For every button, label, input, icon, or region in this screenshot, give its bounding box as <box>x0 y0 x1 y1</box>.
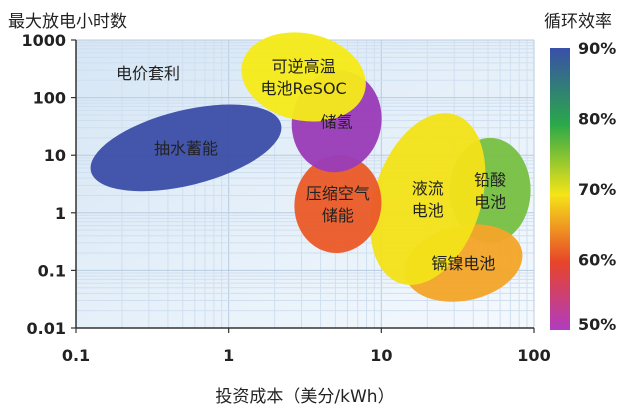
bubble-label-0: 抽水蓄能 <box>154 139 218 158</box>
y-axis-title: 最大放电小时数 <box>8 12 127 32</box>
bubble-label-3: 液流电池 <box>412 179 444 220</box>
bubble-label-6: 可逆高温电池ReSOC <box>261 57 347 98</box>
colorbar-ticks: 90% 80% 70% 60% 50% <box>578 39 616 334</box>
bubble-label-4: 压缩空气储能 <box>306 184 370 225</box>
y-tick-label: 10 <box>44 146 66 165</box>
bubble-6 <box>241 32 366 122</box>
y-tick-label: 1000 <box>21 31 66 50</box>
x-tick-label: 10 <box>370 346 392 365</box>
x-tick-label: 0.1 <box>62 346 90 365</box>
bubble-label-1: 铅酸电池 <box>474 170 506 211</box>
y-tick-label: 1 <box>55 204 66 223</box>
colorbar-title: 循环效率 <box>544 12 612 32</box>
y-tick-label: 0.1 <box>38 261 66 280</box>
colorbar-tick-label: 60% <box>578 251 616 270</box>
y-tick-label: 100 <box>33 89 66 108</box>
colorbar <box>550 48 570 330</box>
x-tick-label: 100 <box>517 346 550 365</box>
marks <box>90 32 531 302</box>
x-tick-label: 1 <box>223 346 234 365</box>
bubble-label-2: 镉镍电池 <box>431 254 495 273</box>
bubble-label-5: 储氢 <box>321 112 353 131</box>
y-tick-label: 0.01 <box>27 319 66 338</box>
colorbar-tick-label: 90% <box>578 39 616 58</box>
bubble-4 <box>294 155 382 253</box>
x-axis-title: 投资成本（美分/kWh） <box>215 387 394 407</box>
bubble-0 <box>90 104 282 192</box>
bubble-3 <box>370 113 486 285</box>
colorbar-tick-label: 70% <box>578 180 616 199</box>
colorbar-tick-label: 50% <box>578 315 616 334</box>
colorbar-tick-label: 80% <box>578 110 616 129</box>
region-label: 电价套利 <box>116 64 180 83</box>
ticks: 0.01 0.1 1 10 100 1000 0.1 1 10 100 <box>21 31 550 365</box>
